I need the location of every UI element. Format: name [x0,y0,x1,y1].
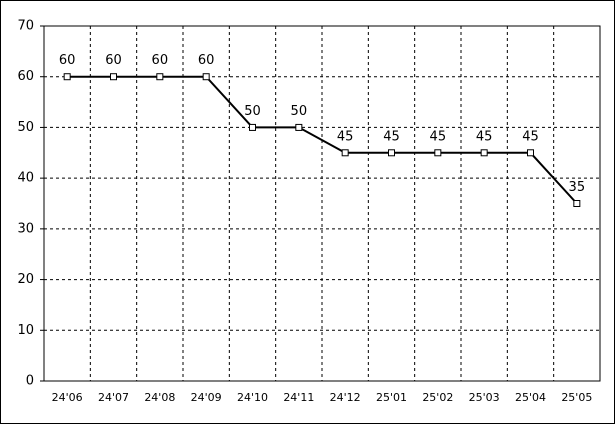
x-tick-label: 25'02 [422,391,453,404]
x-tick-label: 25'05 [561,391,592,404]
y-tick-label: 60 [17,69,34,84]
x-tick-label: 24'10 [237,391,268,404]
y-tick-label: 10 [17,323,34,338]
data-label: 60 [198,53,215,68]
y-tick-label: 50 [17,120,34,135]
data-line [67,75,578,205]
data-label: 60 [59,53,76,68]
y-tick-label: 0 [26,374,34,389]
x-tick-label: 24'06 [52,391,83,404]
marker [249,123,256,131]
data-label: 60 [152,53,169,68]
y-tick-label: 70 [17,19,34,34]
marker [573,200,581,207]
x-tick-label: 24'11 [283,391,314,404]
marker [480,149,488,157]
y-tick-label: 40 [17,171,34,186]
data-label: 45 [430,129,447,144]
marker [202,73,210,81]
x-tick-label: 24'09 [191,391,222,404]
data-label: 45 [522,129,539,144]
marker [527,149,534,157]
marker [295,123,303,131]
x-tick-label: 24'07 [98,391,129,404]
marker [110,73,117,81]
marker [388,149,395,157]
data-label: 50 [244,104,261,119]
x-tick-label: 25'01 [376,391,407,404]
x-tick-label: 24'12 [330,391,361,404]
marker [341,149,349,157]
marker [156,73,164,81]
x-tick-label: 25'03 [469,391,500,404]
marker [434,149,442,157]
y-tick-label: 30 [17,221,34,236]
data-label: 45 [476,129,493,144]
data-label: 45 [383,129,400,144]
data-label: 35 [569,180,586,195]
data-label: 45 [337,129,354,144]
y-tick-label: 20 [17,272,34,287]
data-label: 60 [105,53,122,68]
x-tick-label: 25'04 [515,391,546,404]
data-label: 50 [291,104,308,119]
x-tick-label: 24'08 [144,391,175,404]
marker [63,73,71,81]
